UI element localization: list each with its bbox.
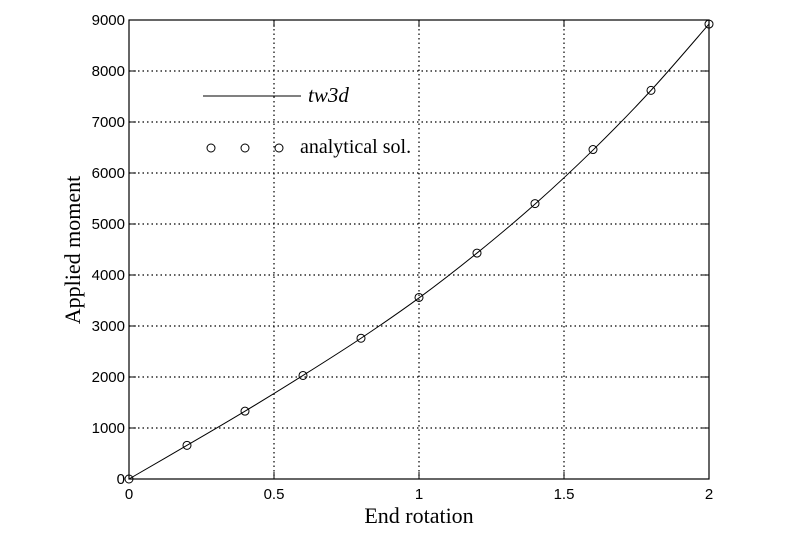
data-point-analytical [646,85,656,95]
data-point-analytical [298,370,308,380]
x-tick-label: 0 [125,486,133,503]
x-tick-label: 0.5 [264,486,285,503]
grid [129,20,709,479]
legend-marker-sample [274,143,284,153]
x-tick-label: 1 [415,486,423,503]
data-point-analytical [240,406,250,416]
y-tick-label: 5000 [92,216,125,233]
y-tick-label: 3000 [92,318,125,335]
x-tick-label: 2 [705,486,713,503]
data-point-analytical [356,333,366,343]
data-point-analytical [472,248,482,258]
x-tick-label: 1.5 [554,486,575,503]
y-tick-label: 6000 [92,165,125,182]
legend-marker-sample [240,143,250,153]
y-tick-label: 4000 [92,267,125,284]
data-point-analytical [182,440,192,450]
series-line-tw3d [128,23,710,480]
ticks: 0 0.5 1 1.5 2 0 1000 2000 3000 4000 5000 6000 7000 80… [92,12,714,503]
y-tick-label: 7000 [92,114,125,131]
y-tick-label: 8000 [92,63,125,80]
data-point-analytical [414,292,424,302]
data-point-analytical [704,19,714,29]
y-tick-label: 0 [117,471,125,488]
data-point-analytical [124,474,134,484]
y-tick-label: 2000 [92,369,125,386]
series [124,19,714,484]
y-tick-label: 9000 [92,12,125,29]
legend: tw3d analytical sol. [203,83,411,158]
legend-marker-sample [206,143,216,153]
data-point-analytical [588,145,598,155]
legend-label-tw3d: tw3d [308,83,349,107]
legend-label-analytical: analytical sol. [300,136,411,158]
y-tick-label: 1000 [92,420,125,437]
data-point-analytical [530,199,540,209]
y-axis-label: Applied moment [60,176,85,324]
x-axis-label: End rotation [364,503,473,528]
